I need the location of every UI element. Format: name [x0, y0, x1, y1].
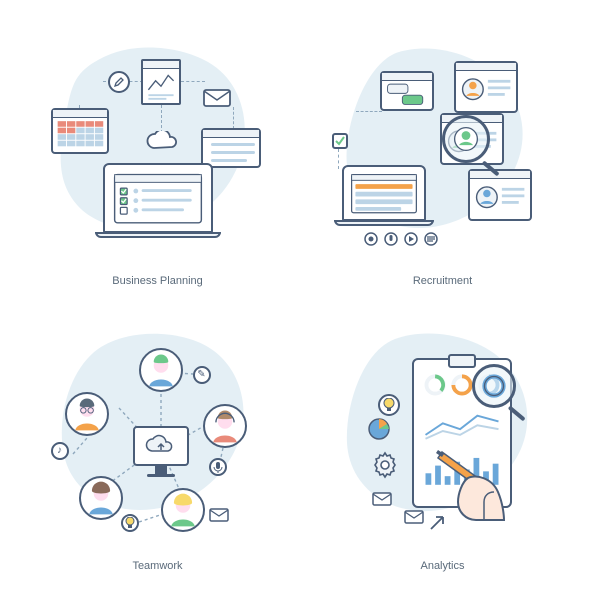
mail-icon — [203, 89, 231, 107]
chat-window-icon — [380, 71, 434, 111]
pencil-icon: ✎ — [193, 366, 211, 384]
panel-business-planning: Business Planning — [20, 20, 295, 295]
mic-icon — [209, 458, 227, 476]
profile-card-icon — [454, 61, 518, 113]
mail-icon — [209, 508, 229, 522]
scene-business-planning — [43, 53, 273, 263]
caption-analytics: Analytics — [420, 560, 464, 572]
scene-analytics — [328, 338, 558, 548]
bulb-icon — [121, 514, 139, 532]
doc-icon — [141, 59, 181, 105]
media-icons — [364, 231, 454, 247]
laptop-icon — [103, 163, 213, 238]
mail-icon — [372, 492, 392, 506]
calendar-icon — [51, 108, 109, 154]
scene-recruitment — [328, 53, 558, 263]
laptop-icon — [342, 165, 426, 226]
check-icon — [332, 133, 348, 149]
cloud-icon — [145, 131, 179, 153]
hand-pen-icon — [424, 442, 514, 522]
mail-icon — [404, 510, 424, 524]
scene-teamwork: ✎ ♪ — [43, 338, 273, 548]
avatar-icon — [65, 392, 109, 436]
list-window-icon — [201, 128, 261, 168]
panel-recruitment: Recruitment — [305, 20, 580, 295]
pencil-icon — [108, 71, 130, 93]
gear-icon — [370, 450, 400, 480]
avatar-icon — [203, 404, 247, 448]
music-icon: ♪ — [51, 442, 69, 460]
magnifier-icon — [442, 115, 490, 163]
caption-recruitment: Recruitment — [413, 275, 472, 287]
panel-analytics: Analytics — [305, 305, 580, 580]
caption-business-planning: Business Planning — [112, 275, 203, 287]
avatar-icon — [139, 348, 183, 392]
profile-card-icon — [468, 169, 532, 221]
bulb-icon — [378, 394, 400, 416]
avatar-icon — [161, 488, 205, 532]
caption-teamwork: Teamwork — [132, 560, 182, 572]
avatar-icon — [79, 476, 123, 520]
magnifier-icon — [472, 364, 516, 408]
panel-teamwork: ✎ ♪ Teamwork — [20, 305, 295, 580]
arrow-icon — [428, 514, 446, 532]
monitor-icon — [133, 426, 189, 477]
pie-icon — [368, 418, 390, 440]
